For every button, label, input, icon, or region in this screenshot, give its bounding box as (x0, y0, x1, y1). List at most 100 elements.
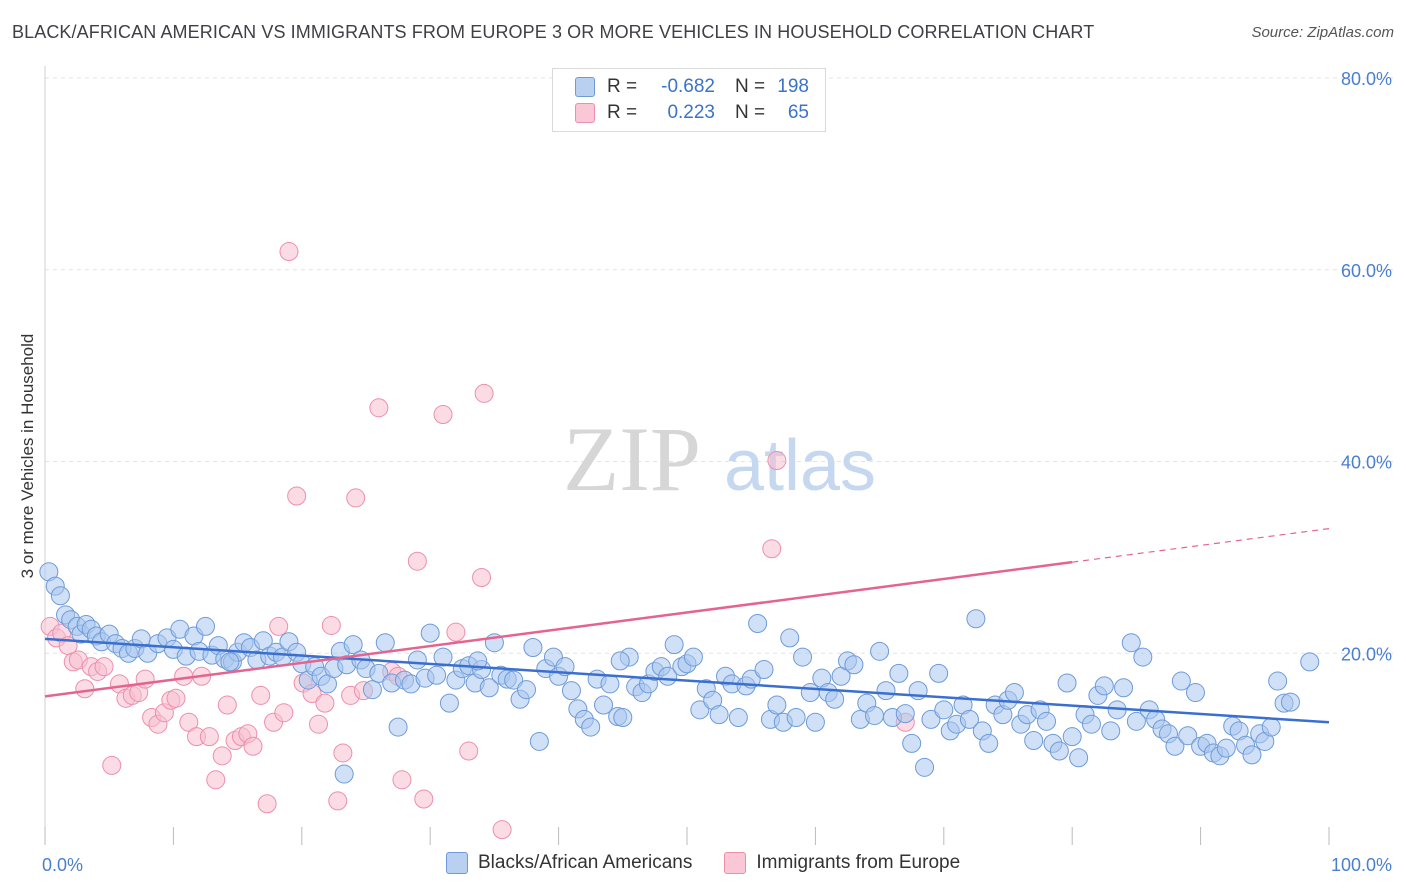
series-immigrants-from-europe (40, 242, 915, 840)
data-point-immigrants (199, 727, 219, 747)
data-point-blacks (934, 700, 954, 720)
series-blacks-african-americans (39, 562, 1320, 784)
legend-n-value: 198 (777, 76, 809, 97)
data-point-blacks (1062, 727, 1082, 747)
data-point-blacks (767, 695, 787, 715)
y-tick-label: 40.0% (1341, 453, 1392, 473)
data-point-blacks (902, 733, 922, 753)
data-point-immigrants (459, 741, 479, 761)
data-point-immigrants (308, 714, 328, 734)
data-point-blacks (1268, 671, 1288, 691)
data-point-blacks (683, 647, 703, 667)
source-label: Source: ZipAtlas.com (1251, 24, 1394, 41)
data-point-blacks (1069, 748, 1089, 768)
data-point-immigrants (243, 736, 263, 756)
legend-swatch-pink (724, 852, 747, 874)
data-point-blacks (407, 650, 427, 670)
data-point-blacks (594, 695, 614, 715)
legend-label-immigrants: Immigrants from Europe (756, 852, 961, 873)
watermark-atlas: atlas (724, 426, 876, 506)
data-point-blacks (220, 652, 240, 672)
legend-r-label: R = (607, 102, 638, 123)
data-point-blacks (613, 707, 633, 727)
data-point-blacks (748, 614, 768, 634)
data-point-blacks (600, 674, 620, 694)
data-point-blacks (1133, 647, 1153, 667)
correlation-legend: R = -0.682 N = 198 R = 0.223 N = 65 (552, 68, 826, 132)
data-point-blacks (1037, 711, 1057, 731)
legend-label-blacks: Blacks/African Americans (478, 852, 693, 873)
data-point-blacks (439, 693, 459, 713)
legend-swatch-pink (575, 103, 595, 123)
data-point-blacks (50, 586, 70, 606)
data-point-blacks (1049, 741, 1069, 761)
data-point-blacks (1101, 721, 1121, 741)
data-point-blacks (1178, 726, 1198, 746)
data-point-immigrants (94, 657, 114, 677)
data-point-immigrants (251, 685, 271, 705)
data-point-blacks (523, 637, 543, 657)
data-point-blacks (196, 616, 215, 636)
data-point-immigrants (407, 551, 427, 571)
data-point-blacks (1024, 730, 1044, 750)
data-point-blacks (334, 764, 354, 784)
data-point-blacks (1114, 678, 1134, 698)
legend-n-value: 65 (787, 102, 809, 123)
data-point-blacks (915, 757, 935, 777)
data-point-blacks (1280, 692, 1300, 712)
y-tick-label: 80.0% (1341, 69, 1392, 89)
data-point-blacks (610, 651, 630, 671)
data-point-immigrants (279, 242, 299, 262)
data-point-immigrants (369, 398, 389, 418)
data-point-immigrants (269, 616, 289, 636)
legend-swatch-blue (575, 77, 595, 97)
data-point-blacks (529, 731, 549, 751)
trend-lines (44, 528, 1330, 724)
data-point-immigrants (217, 695, 237, 715)
series-legend: Blacks/African Americans Immigrants from… (446, 852, 992, 874)
tick-labels: 20.0% 40.0% 60.0% 80.0% 0.0% 100.0% (42, 69, 1392, 875)
data-point-blacks (369, 663, 389, 683)
data-point-immigrants (75, 679, 95, 699)
data-point-blacks (581, 717, 601, 737)
data-point-blacks (754, 660, 774, 680)
data-point-blacks (690, 700, 710, 720)
data-point-blacks (1004, 683, 1024, 703)
watermark-zip: ZIP (563, 408, 701, 510)
data-point-immigrants (287, 486, 307, 506)
gridlines (45, 77, 1393, 654)
data-point-blacks (876, 681, 896, 701)
x-tick-label: 100.0% (1331, 855, 1392, 875)
data-point-blacks (1171, 671, 1191, 691)
data-point-blacks (517, 680, 536, 700)
data-point-immigrants (315, 693, 335, 713)
legend-row-immigrants: R = 0.223 N = 65 (575, 100, 809, 126)
data-point-blacks (1185, 683, 1205, 703)
data-point-blacks (844, 655, 864, 675)
data-point-blacks (479, 678, 499, 698)
data-point-blacks (979, 733, 999, 753)
data-point-blacks (1057, 673, 1077, 693)
axes (44, 66, 1330, 845)
trend-line-immigrants (44, 560, 1073, 698)
data-point-blacks (966, 609, 986, 629)
data-point-blacks (929, 663, 949, 683)
data-point-blacks (864, 706, 884, 726)
data-point-blacks (1261, 717, 1281, 737)
data-point-blacks (1165, 736, 1185, 756)
data-point-blacks (343, 635, 363, 655)
data-point-immigrants (446, 622, 466, 642)
chart-title: BLACK/AFRICAN AMERICAN VS IMMIGRANTS FRO… (12, 22, 1095, 42)
data-point-blacks (468, 651, 488, 671)
data-point-blacks (728, 707, 748, 727)
data-point-blacks (870, 641, 890, 661)
data-point-blacks (1242, 745, 1262, 765)
data-point-blacks (1216, 738, 1236, 758)
data-point-immigrants (492, 820, 512, 840)
data-point-blacks (561, 681, 581, 701)
data-point-immigrants (474, 383, 494, 403)
data-point-immigrants (166, 688, 186, 708)
trend-line-immigrants-extension (1072, 528, 1330, 563)
data-point-blacks (1081, 714, 1101, 734)
data-point-blacks (420, 623, 440, 643)
